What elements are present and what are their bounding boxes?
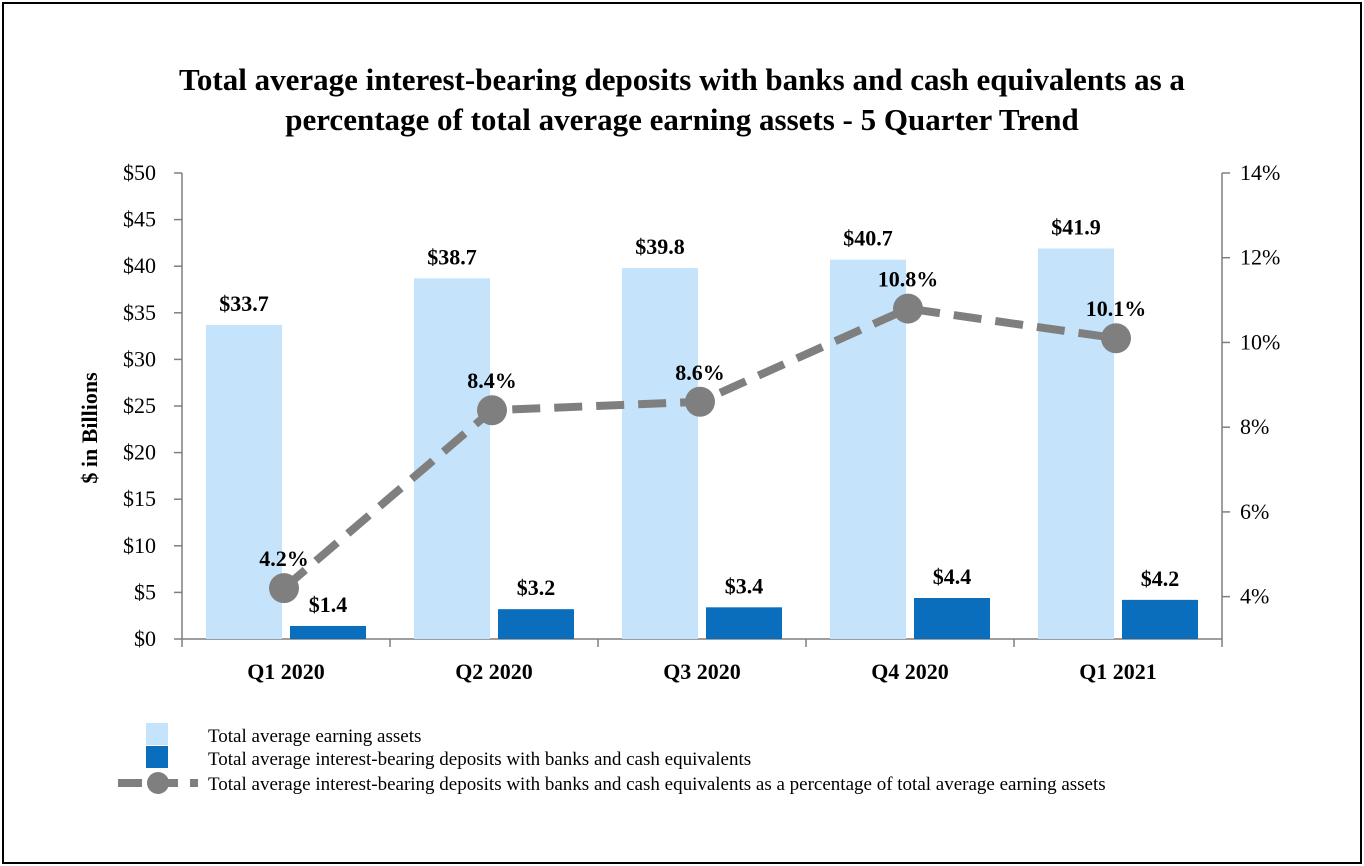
chart-line xyxy=(269,293,1131,604)
bar-deposits xyxy=(914,597,990,639)
legend-label: Total average interest-bearing deposits … xyxy=(208,774,1106,795)
chart-title-line-2: percentage of total average earning asse… xyxy=(285,102,1079,137)
x-tick-label: Q2 2020 xyxy=(455,659,533,684)
chart-axes: $0 $5 $10 $15 $20 $25 $30 $35 $40 $45 $50 4% 6% 8% 10%… xyxy=(77,160,1280,684)
data-label-percentage: 10.8% xyxy=(878,267,939,292)
y-tick-label-left: $50 xyxy=(123,160,156,185)
y-tick-label-right: 14% xyxy=(1240,160,1280,185)
y-tick-label-left: $20 xyxy=(123,440,156,465)
y-axis-title: $ in Billions xyxy=(77,372,102,484)
bar-deposits xyxy=(290,625,366,639)
y-tick-label-left: $25 xyxy=(123,393,156,418)
line-point-percentage xyxy=(685,386,715,417)
data-label-deposits: $1.4 xyxy=(309,592,348,617)
legend-label: Total average earning assets xyxy=(208,726,421,747)
chart-data-labels: $33.7 $38.7 $39.8 $40.7 $41.9 $1.4 $3.2 $3.4 $4.… xyxy=(219,214,1179,616)
legend-swatch-earning-assets xyxy=(146,723,168,745)
x-tick-label: Q4 2020 xyxy=(871,659,949,684)
x-tick-label: Q3 2020 xyxy=(663,659,741,684)
chart-title: Total average interest-bearing deposits … xyxy=(179,62,1185,137)
y-tick-label-right: 6% xyxy=(1240,499,1269,524)
y-tick-label-right: 12% xyxy=(1240,245,1280,270)
line-point-percentage xyxy=(1101,323,1131,354)
data-label-deposits: $4.2 xyxy=(1141,566,1180,591)
legend-swatch-deposits xyxy=(146,746,168,768)
data-label-deposits: $4.4 xyxy=(933,564,972,589)
y-tick-label-right: 4% xyxy=(1240,584,1269,609)
bar-deposits xyxy=(706,607,782,639)
x-tick-label: Q1 2021 xyxy=(1079,659,1157,684)
bar-earning-assets xyxy=(622,268,698,639)
data-label-percentage: 8.6% xyxy=(675,360,725,385)
legend-label: Total average interest-bearing deposits … xyxy=(208,749,751,770)
y-tick-label-left: $35 xyxy=(123,300,156,325)
chart-bars xyxy=(206,248,1198,639)
x-tick-label: Q1 2020 xyxy=(247,659,325,684)
data-label-deposits: $3.4 xyxy=(725,573,764,598)
bar-earning-assets xyxy=(414,278,490,639)
y-tick-label-left: $15 xyxy=(123,486,156,511)
y-tick-label-right: 10% xyxy=(1240,329,1280,354)
data-label-deposits: $3.2 xyxy=(517,575,556,600)
bar-earning-assets xyxy=(1038,248,1114,639)
data-label-earning-assets: $39.8 xyxy=(635,234,685,259)
y-tick-label-left: $40 xyxy=(123,253,156,278)
bar-deposits xyxy=(1122,599,1198,639)
y-tick-label-left: $0 xyxy=(134,626,156,651)
chart-title-line-1: Total average interest-bearing deposits … xyxy=(179,62,1185,97)
data-label-earning-assets: $40.7 xyxy=(843,226,893,251)
y-tick-label-left: $5 xyxy=(134,579,156,604)
bar-deposits xyxy=(498,609,574,639)
line-percentage xyxy=(281,304,1117,592)
y-tick-label-left: $30 xyxy=(123,346,156,371)
bar-earning-assets xyxy=(830,259,906,639)
line-point-percentage xyxy=(477,395,507,426)
data-label-earning-assets: $41.9 xyxy=(1051,214,1101,239)
line-point-percentage xyxy=(269,573,299,604)
line-point-percentage xyxy=(893,293,923,324)
data-label-percentage: 4.2% xyxy=(259,546,309,571)
data-label-earning-assets: $38.7 xyxy=(427,244,477,269)
y-tick-label-left: $45 xyxy=(123,207,156,232)
data-label-percentage: 10.1% xyxy=(1086,296,1147,321)
y-tick-label-right: 8% xyxy=(1240,414,1269,439)
legend-swatch-percentage-marker xyxy=(147,772,169,794)
data-label-percentage: 8.4% xyxy=(467,368,517,393)
y-tick-label-left: $10 xyxy=(123,533,156,558)
data-label-earning-assets: $33.7 xyxy=(219,291,269,316)
